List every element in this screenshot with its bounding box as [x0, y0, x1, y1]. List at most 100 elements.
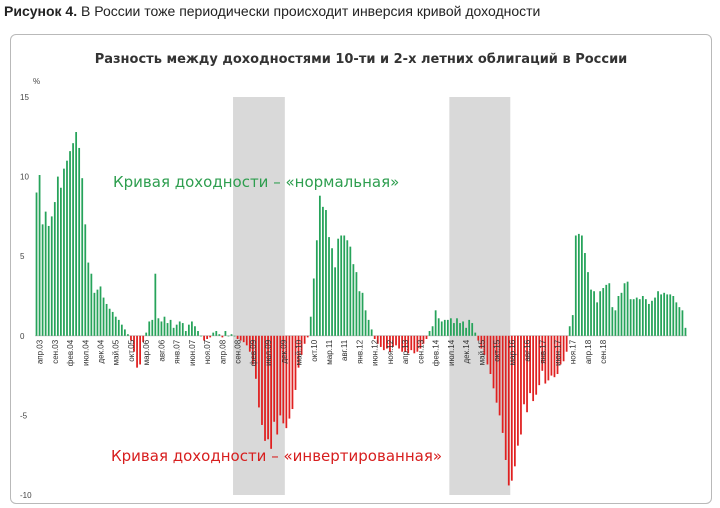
bar — [602, 288, 605, 336]
bar — [364, 310, 367, 336]
bar — [510, 335, 513, 481]
bar — [644, 299, 647, 336]
bar — [334, 267, 336, 336]
bar — [44, 211, 47, 336]
figure-label: Рисунок 4. — [4, 3, 78, 19]
bar — [419, 335, 422, 349]
bar — [258, 335, 260, 408]
bar — [361, 292, 364, 336]
bar — [376, 335, 379, 344]
x-tick-label: ноя.17 — [569, 339, 578, 364]
bar — [641, 296, 644, 336]
bar — [504, 335, 507, 460]
bar — [513, 335, 516, 467]
bar — [565, 335, 568, 352]
bar — [318, 195, 321, 336]
bar — [288, 335, 291, 419]
bar — [404, 335, 407, 352]
x-tick-label: авг.06 — [157, 339, 166, 361]
bar — [398, 335, 400, 349]
bar — [501, 335, 504, 433]
x-tick-label: сен.03 — [51, 339, 60, 364]
bar — [187, 324, 190, 336]
bar — [675, 302, 678, 336]
bar — [343, 235, 346, 336]
bar — [678, 307, 681, 336]
x-tick-label: апр.03 — [36, 339, 45, 364]
bar — [608, 283, 611, 336]
bar — [236, 335, 239, 339]
shaded-period-1 — [233, 97, 285, 495]
bar — [523, 335, 525, 405]
bar — [648, 303, 650, 336]
x-tick-label: дек.09 — [279, 339, 288, 363]
bar — [166, 323, 169, 336]
bar — [209, 335, 212, 338]
shaded-period-2 — [449, 97, 511, 495]
bar — [63, 168, 65, 336]
bar — [657, 291, 659, 336]
bar — [96, 289, 99, 336]
bar — [184, 331, 187, 336]
bar — [175, 324, 178, 336]
bar — [230, 334, 233, 336]
bar — [315, 240, 318, 336]
bar — [56, 176, 59, 336]
bar — [489, 335, 492, 375]
bar — [309, 316, 312, 336]
bar — [672, 296, 675, 336]
bar — [532, 335, 535, 402]
y-tick-label: -10 — [20, 491, 32, 500]
bar — [556, 335, 559, 375]
x-tick-label: ноя.12 — [386, 339, 395, 364]
x-tick-label: апр.18 — [584, 339, 593, 364]
bar — [422, 335, 425, 344]
bar — [401, 335, 404, 352]
bar — [535, 335, 538, 395]
bar — [681, 310, 684, 336]
bar — [453, 323, 455, 336]
chart-title: Разность между доходностями 10-ти и 2-х … — [95, 52, 628, 67]
bar — [358, 291, 361, 336]
bar — [306, 335, 309, 338]
bar — [626, 281, 629, 336]
annotation-normal: Кривая доходности – «нормальная» — [113, 173, 400, 191]
bar — [443, 319, 446, 336]
bar — [596, 302, 599, 336]
bar — [239, 335, 242, 341]
bar — [660, 294, 662, 336]
bar — [480, 335, 483, 349]
bar — [294, 335, 297, 390]
bar — [437, 318, 440, 336]
bar — [440, 321, 443, 336]
bar — [529, 335, 531, 394]
bar — [614, 310, 617, 336]
bar — [203, 335, 205, 341]
bar — [50, 216, 53, 336]
bar — [331, 248, 333, 336]
bar — [669, 294, 672, 336]
bar — [148, 321, 151, 336]
bar — [632, 299, 635, 336]
bar — [41, 224, 44, 336]
bar — [581, 235, 583, 336]
bar — [392, 335, 394, 347]
bar — [483, 335, 486, 355]
bar — [486, 335, 489, 365]
bar — [590, 289, 592, 336]
bar — [465, 327, 467, 336]
bar — [191, 321, 193, 336]
bar — [154, 273, 157, 336]
bar — [78, 147, 81, 336]
bar — [221, 335, 224, 338]
bar — [69, 151, 71, 336]
x-tick-label: апр.13 — [401, 339, 410, 364]
x-tick-label: янв.17 — [538, 339, 547, 364]
bar — [66, 160, 68, 336]
bar — [462, 321, 464, 336]
bar — [279, 335, 282, 416]
bar — [285, 335, 288, 429]
bar — [245, 335, 248, 346]
x-tick-label: мар.16 — [508, 339, 517, 365]
chart-frame: Разность между доходностями 10-ти и 2-х … — [10, 34, 712, 504]
